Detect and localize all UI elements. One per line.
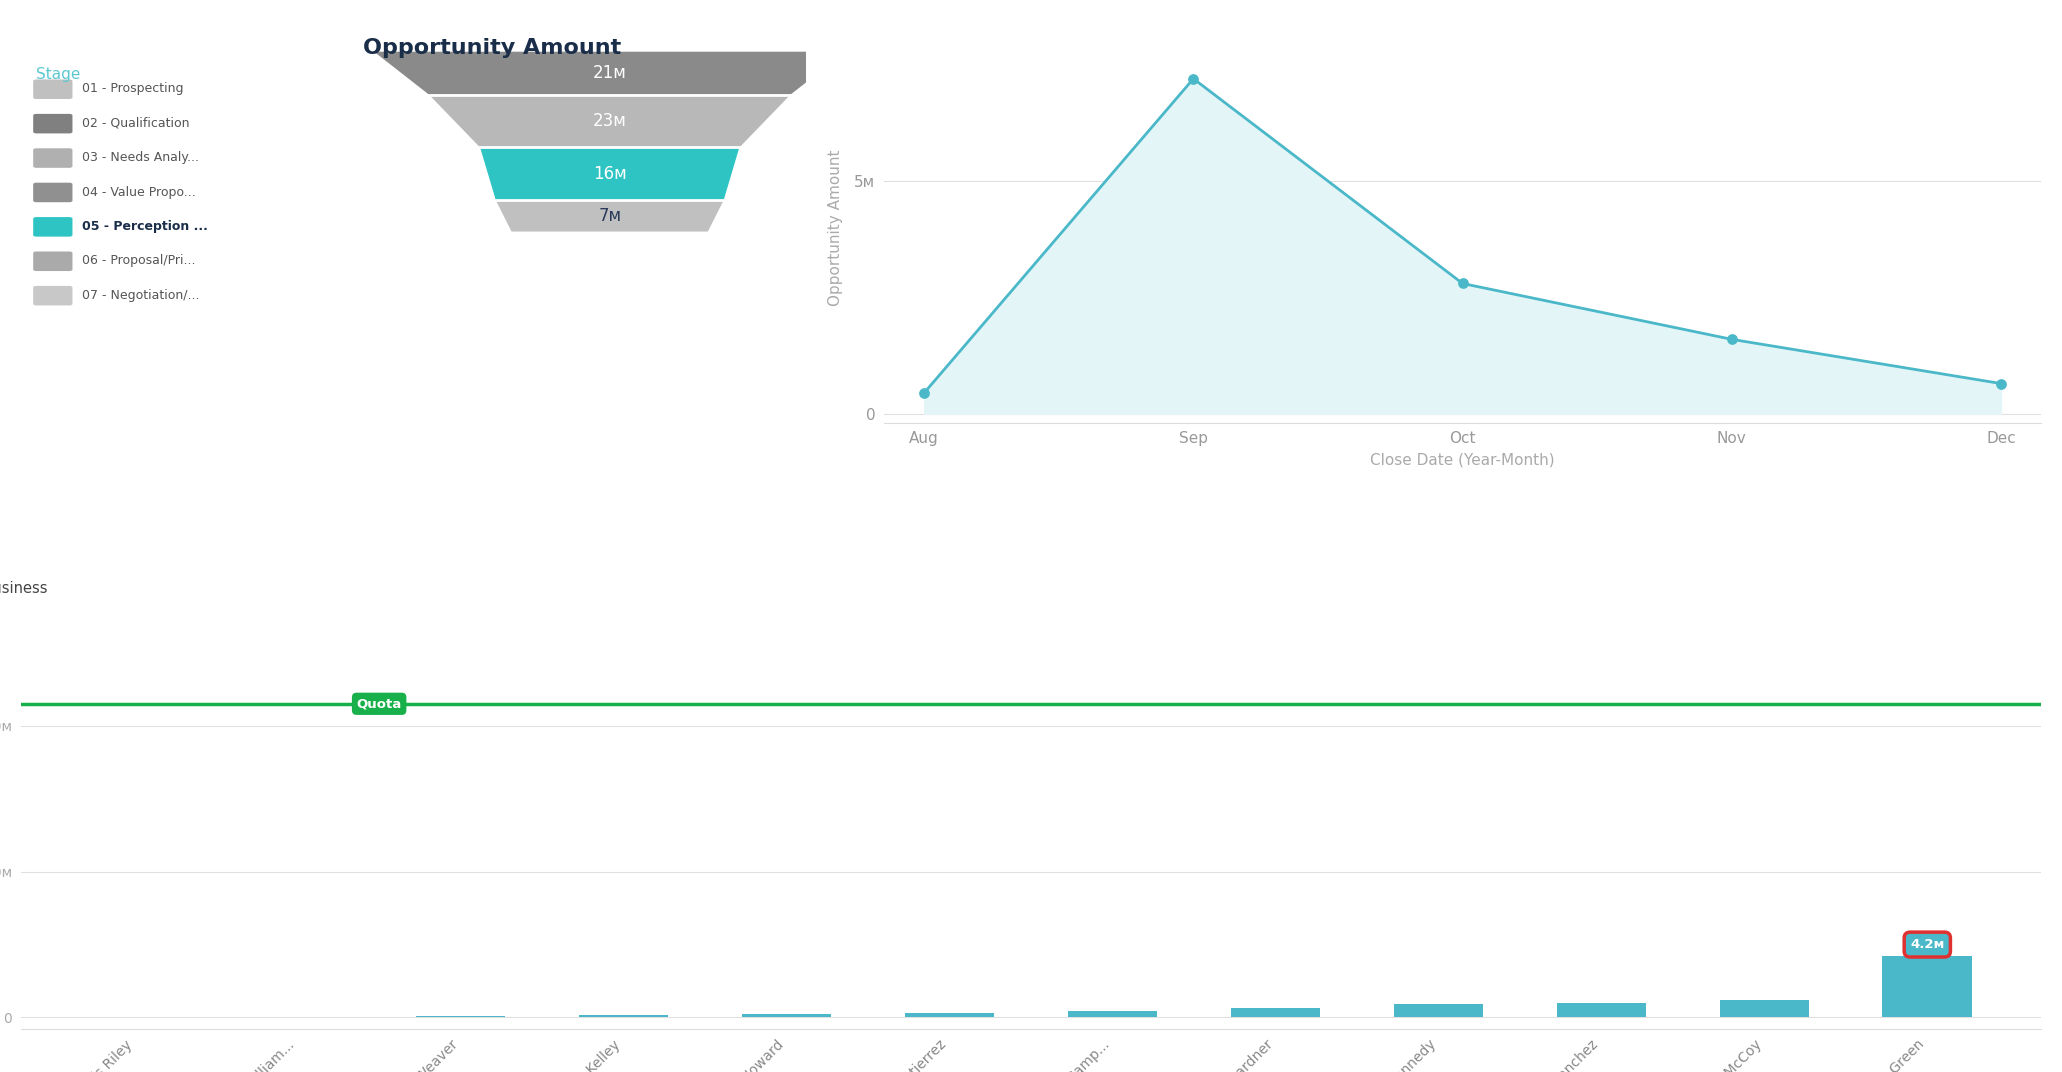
Text: 23м: 23м	[592, 113, 627, 130]
X-axis label: Close Date (Year-Month): Close Date (Year-Month)	[1371, 452, 1555, 467]
Text: Opportunity Amount: Opportunity Amount	[363, 38, 621, 58]
Text: 4.2м: 4.2м	[1909, 938, 1944, 951]
Bar	[1720, 1000, 1808, 1017]
Text: 03 - Needs Analy...: 03 - Needs Analy...	[82, 151, 198, 164]
Point	[1177, 70, 1210, 87]
Polygon shape	[480, 148, 740, 200]
Text: 01 - Prospecting: 01 - Prospecting	[82, 83, 184, 95]
Text: Stage: Stage	[37, 68, 80, 83]
FancyBboxPatch shape	[33, 114, 72, 133]
Text: 21м: 21м	[592, 64, 627, 83]
Bar	[1394, 1004, 1483, 1017]
Text: 07 - Negotiation/...: 07 - Negotiation/...	[82, 288, 200, 302]
Point	[1445, 274, 1478, 292]
Bar	[1883, 956, 1971, 1017]
Point	[907, 384, 940, 401]
Text: Quota: Quota	[357, 697, 402, 711]
Polygon shape	[429, 94, 790, 148]
Y-axis label: Opportunity Amount: Opportunity Amount	[829, 149, 843, 306]
FancyBboxPatch shape	[33, 79, 72, 99]
Bar	[1231, 1008, 1320, 1017]
Bar	[1068, 1011, 1157, 1017]
Bar	[417, 1016, 505, 1017]
Text: 02 - Qualification: 02 - Qualification	[82, 117, 190, 130]
FancyBboxPatch shape	[33, 252, 72, 271]
Text: 06 - Proposal/Pri...: 06 - Proposal/Pri...	[82, 254, 196, 267]
Polygon shape	[495, 200, 724, 232]
Text: 04 - Value Propo...: 04 - Value Propo...	[82, 185, 196, 198]
Bar	[1557, 1003, 1645, 1017]
Text: 7м: 7м	[598, 207, 621, 225]
FancyBboxPatch shape	[33, 182, 72, 203]
Text: 05 - Perception ...: 05 - Perception ...	[82, 220, 208, 233]
FancyBboxPatch shape	[33, 286, 72, 306]
Bar	[579, 1015, 668, 1017]
Legend: New Business: New Business	[0, 575, 54, 602]
Point	[1984, 375, 2017, 392]
Point	[1716, 331, 1749, 348]
Polygon shape	[373, 51, 845, 94]
FancyBboxPatch shape	[33, 148, 72, 168]
Bar	[742, 1014, 831, 1017]
Bar	[905, 1013, 994, 1017]
Text: 16м: 16м	[594, 165, 627, 183]
FancyBboxPatch shape	[33, 218, 72, 237]
